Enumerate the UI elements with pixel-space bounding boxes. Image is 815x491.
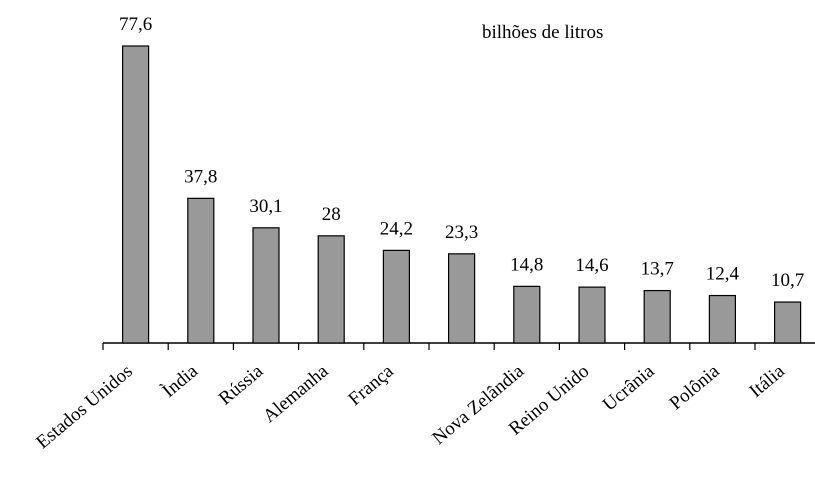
bar [121,45,150,344]
value-label: 24,2 [380,218,413,239]
bar [708,294,737,344]
x-tick-label: Itália [745,360,789,402]
value-label: 30,1 [249,196,282,217]
value-label: 13,7 [641,259,674,280]
x-tick-label: Rússia [215,360,268,409]
x-tick-label: Ucrânia [599,360,659,415]
value-label: 10,7 [771,270,804,291]
value-label: 14,8 [510,254,543,275]
bar [773,301,802,344]
bar [187,197,215,344]
annotation: bilhões de litros [482,22,603,43]
value-label: 23,3 [445,222,478,243]
x-tick-label: Alemanha [259,360,333,427]
value-label: 28 [322,204,341,225]
x-tick-label: Polônia [666,360,724,414]
value-label: 37,8 [184,166,217,187]
bar [578,286,606,344]
bar [252,227,280,344]
x-tick-label: França [345,360,399,410]
value-label: 14,6 [575,255,608,276]
value-label: 77,6 [119,14,152,35]
x-tick-label: Ìndia [158,360,202,402]
bar [382,249,410,344]
value-label: 12,4 [706,264,740,285]
bar [643,289,671,344]
x-tick-label: Nova Zelândia [428,360,528,449]
x-tick-label: Estados Unidos [32,361,136,453]
bar [513,285,541,344]
bar [317,235,345,344]
bar [448,253,476,344]
